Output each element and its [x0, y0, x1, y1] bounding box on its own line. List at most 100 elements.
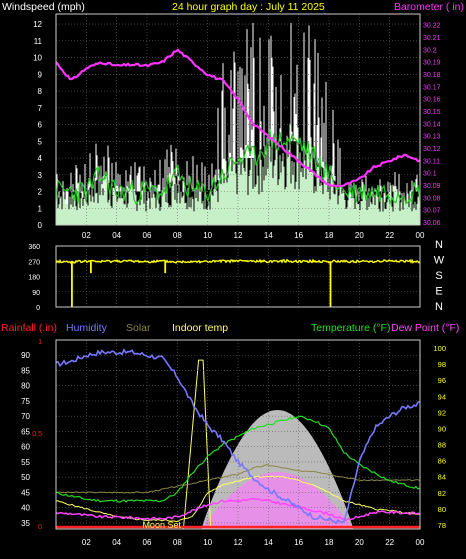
temp-x-tick-label: 02: [82, 538, 91, 547]
wind-axis-title: Windspeed (mph): [2, 1, 85, 13]
wind-x-tick-label: 04: [112, 231, 121, 240]
temp-x-tick-label: 20: [355, 538, 364, 547]
sun-inner-area: [201, 472, 354, 529]
compass-label: N: [435, 301, 443, 313]
temperature-tick-label: 94: [438, 392, 446, 401]
wind-y-tick-label: 5: [38, 137, 43, 146]
wind-y-tick-label: 2: [38, 188, 43, 197]
humidity-axis-title: Humidity: [66, 322, 108, 334]
humidity-tick-label: 40: [21, 504, 30, 513]
wind-panel-frame: [55, 13, 421, 226]
moon-set-label: Moon Set: [142, 520, 181, 530]
barometer-tick-label: 30.1: [423, 171, 437, 178]
humidity-tick-label: 60: [21, 443, 30, 452]
temperature-tick-label: 100: [433, 344, 446, 353]
solar-spike: [182, 359, 212, 530]
chart-title: 24 hour graph day : July 11 2025: [172, 1, 325, 13]
temp-x-tick-label: 14: [264, 538, 273, 547]
indoor-temp-legend-label: Indoor temp: [172, 322, 228, 334]
wind-y-tick-label: 11: [34, 37, 43, 46]
wind-y-tick-label: 4: [38, 154, 43, 163]
barometer-tick-label: 30.17: [423, 84, 441, 91]
barometer-tick-label: 30.13: [423, 134, 441, 141]
wind-x-tick-label: 14: [264, 231, 273, 240]
wind-x-tick-label: 12: [234, 231, 243, 240]
barometer-tick-label: 30.14: [423, 121, 441, 128]
rain-tick-label: 0.5: [32, 431, 42, 438]
barometer-tick-label: 30.09: [423, 183, 441, 190]
solar-line: [55, 464, 421, 494]
wind-y-tick-label: 7: [38, 104, 43, 113]
solar-legend-label: Solar: [126, 322, 151, 334]
compass-label: S: [435, 270, 442, 282]
humidity-tick-label: 75: [21, 397, 30, 406]
barometer-tick-label: 30.2: [423, 47, 437, 54]
direction-tick-label: 180: [28, 275, 40, 282]
direction-tick-label: 0: [36, 305, 40, 312]
temp-x-tick-label: 00: [416, 538, 425, 547]
wind-barometer-panel: 012345678910111230.0630.0730.0830.0930.1…: [33, 13, 441, 240]
humidity-tick-label: 70: [21, 412, 30, 421]
barometer-tick-label: 30.18: [423, 72, 441, 79]
temp-x-tick-label: 12: [234, 538, 243, 547]
wind-x-tick-label: 02: [82, 231, 91, 240]
wind-direction-line: [55, 258, 421, 265]
wind-y-tick-label: 9: [38, 70, 43, 79]
temperature-tick-label: 82: [438, 489, 446, 498]
rain-tick-label: 1: [38, 339, 42, 346]
compass-label: E: [435, 286, 442, 298]
humidity-tick-label: 90: [21, 351, 30, 360]
wind-x-tick-label: 16: [294, 231, 303, 240]
temperature-tick-label: 80: [438, 505, 446, 514]
temperature-tick-label: 92: [438, 408, 446, 417]
barometer-tick-label: 30.07: [423, 208, 441, 215]
wind-y-tick-label: 10: [33, 54, 42, 63]
direction-tick-label: 90: [32, 290, 40, 297]
temp-x-tick-label: 06: [143, 538, 152, 547]
barometer-tick-label: 30.19: [423, 60, 441, 67]
barometer-tick-label: 30.11: [423, 158, 440, 165]
rain-tick-label: 0: [38, 524, 42, 531]
barometer-tick-label: 30.12: [423, 146, 441, 153]
wind-y-tick-label: 8: [38, 87, 43, 96]
humidity-tick-label: 55: [21, 458, 30, 467]
wind-x-tick-label: 22: [385, 231, 394, 240]
barometer-tick-label: 30.16: [423, 97, 441, 104]
temp-x-tick-label: 08: [173, 538, 182, 547]
temperature-tick-label: 86: [438, 457, 446, 466]
compass-label: W: [434, 255, 445, 267]
temp-x-tick-label: 22: [385, 538, 394, 547]
wind-y-tick-label: 12: [33, 20, 42, 29]
temperature-tick-label: 90: [438, 424, 446, 433]
dewpoint-axis-title: Dew Point (°F): [391, 322, 459, 334]
temperature-axis-title: Temperature (°F): [311, 322, 390, 334]
humidity-tick-label: 50: [21, 473, 30, 482]
humidity-tick-label: 85: [21, 366, 30, 375]
compass-label: N: [435, 239, 443, 251]
temp-x-tick-label: 16: [294, 538, 303, 547]
wind-x-tick-label: 00: [416, 231, 425, 240]
wind-x-tick-label: 10: [203, 231, 212, 240]
humidity-tick-label: 80: [21, 382, 30, 391]
barometer-tick-label: 30.08: [423, 195, 441, 202]
wind-x-tick-label: 06: [143, 231, 152, 240]
barometer-tick-label: 30.15: [423, 109, 441, 116]
barometer-tick-label: 30.22: [423, 23, 441, 30]
barometer-line: [55, 48, 421, 188]
temp-x-tick-label: 18: [325, 538, 334, 547]
barometer-axis-title: Barometer ( in): [394, 1, 464, 13]
temperature-tick-label: 96: [438, 376, 446, 385]
wind-x-tick-label: 20: [355, 231, 364, 240]
humidity-tick-label: 65: [21, 427, 30, 436]
temperature-tick-label: 78: [438, 521, 446, 530]
wind-y-tick-label: 0: [38, 221, 43, 230]
direction-tick-label: 270: [28, 259, 40, 266]
humidity-line: [55, 348, 421, 525]
barometer-tick-label: 30.06: [423, 220, 441, 227]
temperature-humidity-panel: 35 40 45 50 55 60 65 70 75 80 85 90 78 80 82 84 86 88 90 92…: [21, 339, 446, 547]
wind-x-tick-label: 08: [173, 231, 182, 240]
temperature-tick-label: 98: [438, 360, 446, 369]
